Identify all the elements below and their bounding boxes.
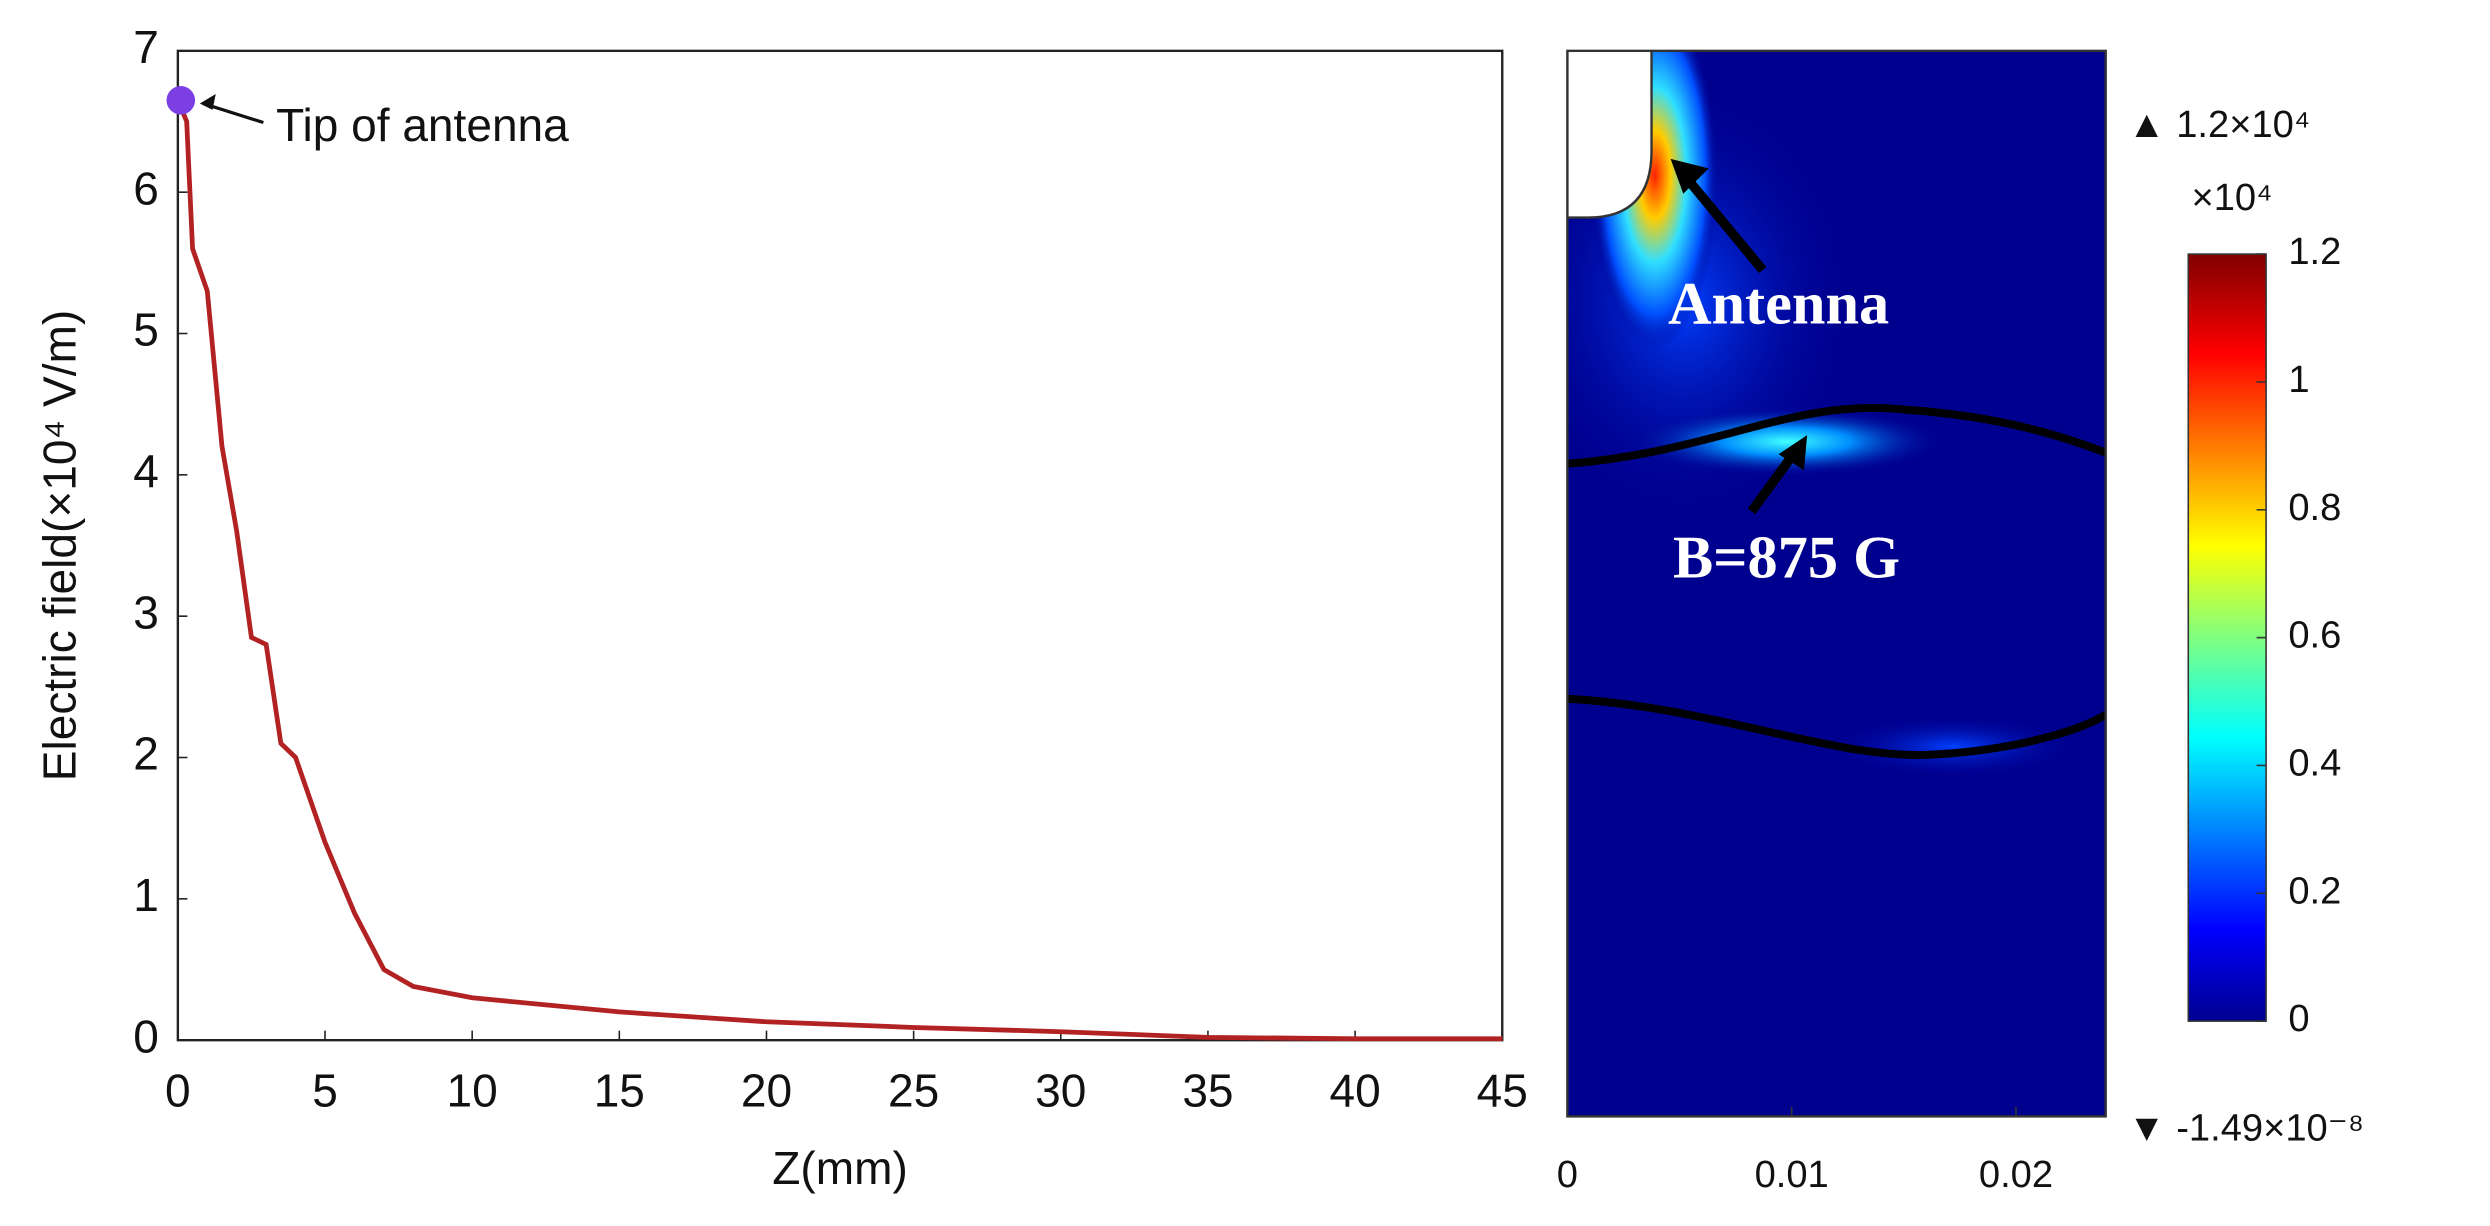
colorbar-tick-label: 0.6 [2288, 615, 2341, 657]
field-cyan [1627, 406, 1946, 477]
colorbar [2187, 253, 2267, 1022]
colorbar-max: ▲ 1.2×10⁴ [2128, 104, 2310, 146]
data-line [175, 99, 1503, 1042]
x-tick-label: 45 [1477, 1064, 1528, 1116]
x-axis-label: Z(mm) [772, 1142, 908, 1194]
annotation-label: Tip of antenna [276, 99, 569, 151]
y-tick-label: 7 [133, 21, 159, 73]
field [1567, 50, 2106, 1117]
arrow-head [199, 93, 216, 110]
colorbar-tick-label: 0.2 [2288, 870, 2341, 912]
annotation-label: B=875 G [1673, 525, 1900, 592]
resonance-line [1567, 403, 2106, 468]
x-tick-label: 30 [1035, 1064, 1086, 1116]
y-tick-label: 6 [133, 162, 159, 214]
x-tick-label: 0 [1557, 1154, 1578, 1196]
annotation-arrow [1747, 449, 1799, 515]
annotation-arrow [1682, 174, 1767, 274]
y-tick-label: 5 [133, 304, 159, 356]
annotation-label: Antenna [1668, 271, 1889, 338]
x-tick-label: 35 [1182, 1064, 1233, 1116]
line-chart: 0 5 10 15 20 25 30 35 40 4501234567Z(mm)Electric … [34, 21, 1528, 1194]
plot-frame [176, 49, 1504, 1042]
field-frame [1566, 49, 2107, 1118]
colorbar-tick-label: 1 [2288, 359, 2309, 401]
x-tick-label: 20 [741, 1064, 792, 1116]
arrow-head [1670, 158, 1709, 194]
x-tick-label: 15 [594, 1064, 645, 1116]
colorbar-tick-label: 0.4 [2288, 743, 2341, 785]
heatmap-chart: Antenna B=875 G 0 0.01 0.02 0 0.2 0.4 0.6 0.8 1 1.2… [1557, 49, 2364, 1196]
tip-marker [166, 86, 196, 115]
field-faint [1826, 714, 2081, 779]
x-tick-label: 25 [888, 1064, 939, 1116]
y-tick-label: 2 [133, 728, 159, 780]
colorbar-tick-label: 0 [2288, 998, 2309, 1040]
y-tick-label: 3 [133, 586, 159, 638]
y-axis-label: Electric field(×10⁴ V/m) [34, 310, 86, 781]
y-tick-label: 1 [133, 869, 159, 921]
colorbar-min: ▼ -1.49×10⁻⁸ [2128, 1108, 2364, 1150]
colorbar-tick-label: 0.8 [2288, 487, 2341, 529]
x-tick-label: 0 [165, 1064, 191, 1116]
x-tick-label: 5 [312, 1064, 338, 1116]
colorbar-exponent: ×10⁴ [2191, 177, 2272, 219]
x-tick-label: 40 [1329, 1064, 1380, 1116]
arrow-head [1778, 435, 1808, 471]
x-tick-label: 10 [447, 1064, 498, 1116]
antenna-shape [1567, 50, 1653, 219]
resonance-line [1567, 694, 2106, 760]
colorbar-tick-label: 1.2 [2288, 231, 2341, 273]
y-tick-label: 0 [133, 1010, 159, 1062]
x-tick-label: 0.02 [1979, 1154, 2053, 1196]
x-tick-label: 0.01 [1755, 1154, 1829, 1196]
y-tick-label: 4 [133, 445, 159, 497]
